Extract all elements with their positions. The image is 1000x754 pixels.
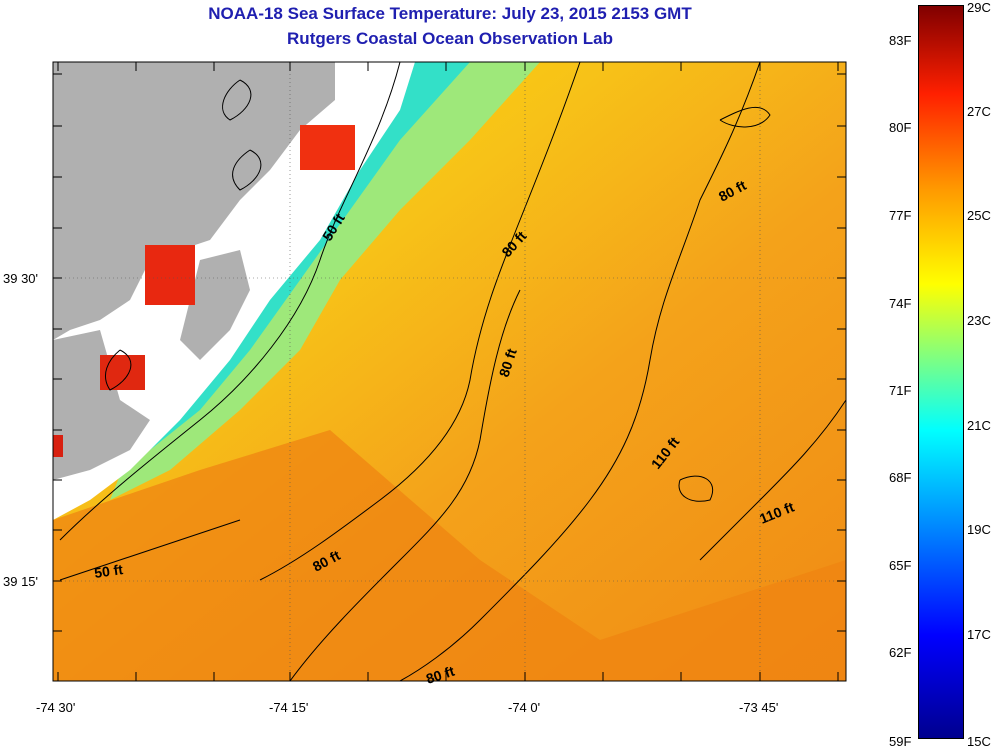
land-mass-south <box>53 330 150 480</box>
lat-label: 39 15' <box>3 574 39 589</box>
colorbar-c-label: 15C <box>967 734 991 749</box>
graticule <box>53 62 846 681</box>
colorbar-f-label: 68F <box>889 470 912 485</box>
colorbar-c-label: 29C <box>967 0 991 15</box>
colorbar-c-label: 17C <box>967 627 991 642</box>
lon-label: -73 45' <box>739 700 779 715</box>
colorbar-c-label: 27C <box>967 104 991 119</box>
map-ticks <box>53 62 846 681</box>
colorbar-c-label: 21C <box>967 418 991 433</box>
hot-spot <box>300 125 355 170</box>
temperature-colorbar <box>918 5 964 739</box>
cool-transition-band <box>110 62 540 500</box>
colorbar-f-label: 65F <box>889 558 912 573</box>
colorbar-f-label: 62F <box>889 645 912 660</box>
contour-label: 50 ft <box>93 561 124 581</box>
colorbar-f-label: 83F <box>889 33 912 48</box>
lon-label: -74 0' <box>508 700 541 715</box>
colorbar-f-label: 80F <box>889 120 912 135</box>
colorbar-f-label: 74F <box>889 296 912 311</box>
land-mass <box>53 62 335 340</box>
warm-water-region <box>53 430 846 681</box>
hot-spot <box>53 435 63 457</box>
map-subtitle: Rutgers Coastal Ocean Observation Lab <box>287 29 613 48</box>
bathymetry-contours <box>59 62 846 681</box>
map-frame <box>52 61 847 682</box>
colorbar-c-label: 19C <box>967 522 991 537</box>
colorbar-c-label: 25C <box>967 208 991 223</box>
colorbar-f-label: 71F <box>889 383 912 398</box>
hot-spot <box>145 245 195 305</box>
lon-label: -74 15' <box>269 700 309 715</box>
colorbar-f-label: 59F <box>889 734 912 749</box>
map-title: NOAA-18 Sea Surface Temperature: July 23… <box>208 4 692 23</box>
lat-label: 39 30' <box>3 271 39 286</box>
land-island <box>180 250 250 360</box>
colorbar-c-label: 23C <box>967 313 991 328</box>
lon-label: -74 30' <box>36 700 76 715</box>
colorbar-f-label: 77F <box>889 208 912 223</box>
